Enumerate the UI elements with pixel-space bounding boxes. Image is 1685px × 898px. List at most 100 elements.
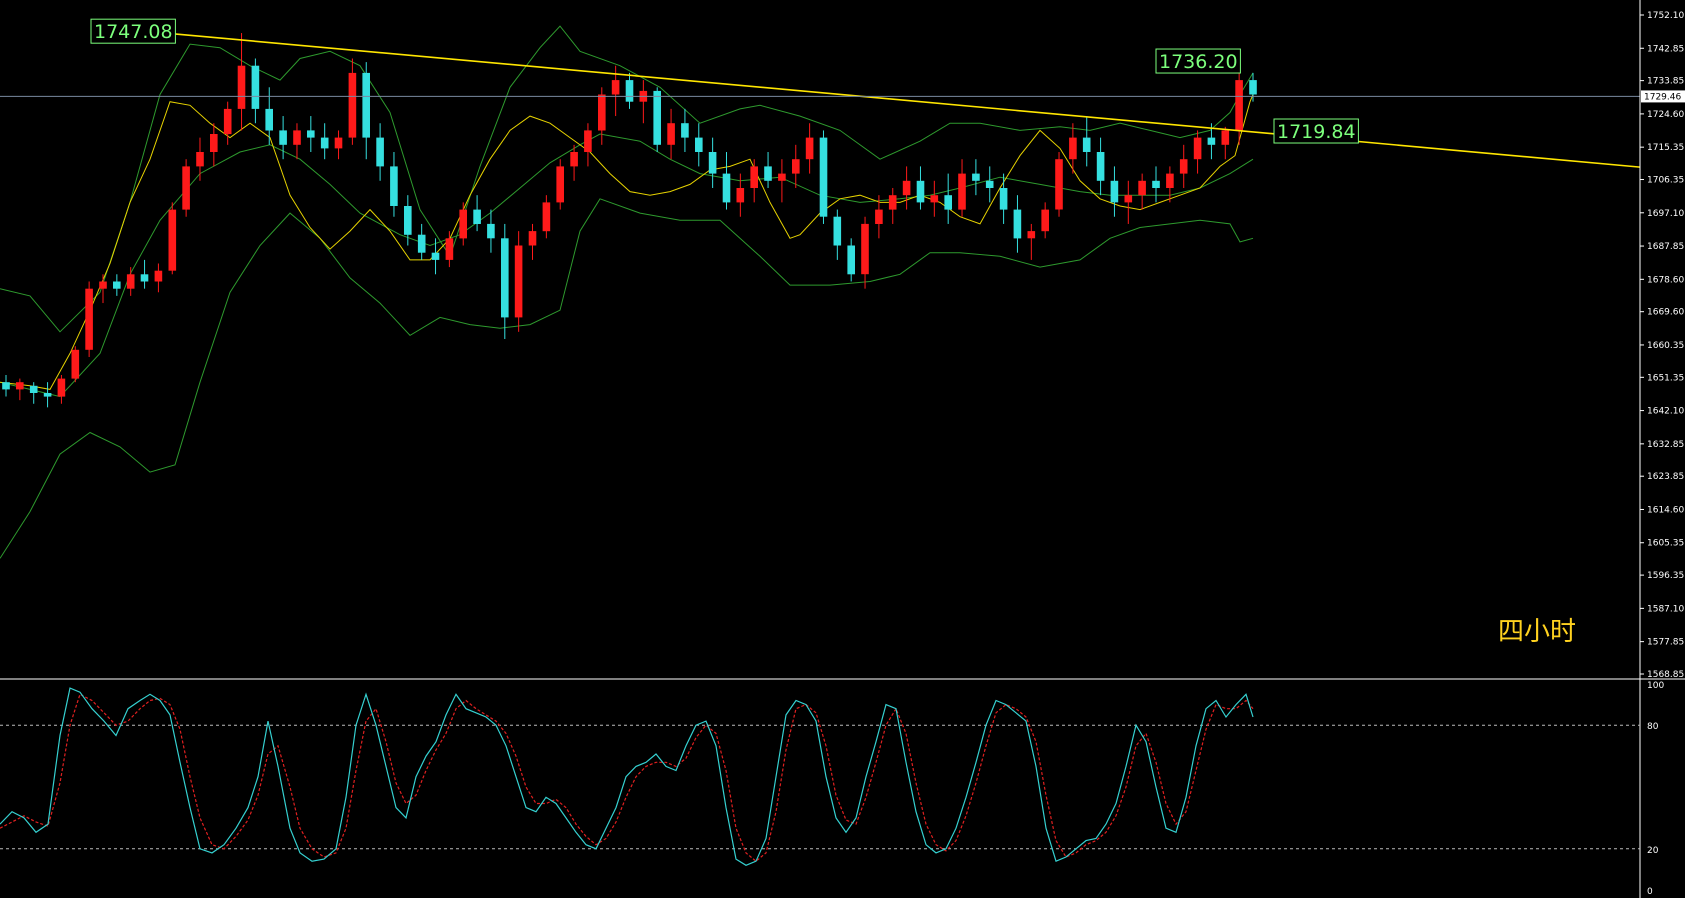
price-tick-label: 1642.10 [1647, 407, 1684, 417]
trendline-price-label: 1719.84 [1277, 121, 1356, 143]
candle-body [473, 209, 481, 224]
candle-body [1138, 180, 1146, 196]
current-price-label: 1729.46 [1644, 92, 1681, 102]
stochastic-oscillator: 100 80 20 0 [0, 681, 1664, 897]
candle-body [1110, 180, 1119, 203]
candle-body [1013, 209, 1022, 239]
stoch-axis-label: 20 [1647, 846, 1659, 856]
bollinger-middle [0, 133, 1254, 398]
candle-body [584, 130, 592, 152]
candle-body [417, 234, 426, 253]
candle-body [279, 130, 287, 145]
candle-body [999, 188, 1008, 210]
current-price-box [1641, 90, 1685, 103]
candle-body [902, 180, 911, 196]
candle-body [43, 393, 52, 397]
candle-body [210, 134, 218, 152]
recent-high-price-label: 1736.20 [1159, 51, 1238, 73]
candle-body [182, 166, 190, 210]
candle-body [695, 137, 703, 152]
candle-body [875, 209, 883, 224]
candle-body [362, 72, 370, 138]
candle-body [1249, 80, 1257, 95]
stoch-k-line [0, 687, 1254, 866]
candle-body [611, 80, 620, 95]
trendline-price-label-box [1273, 118, 1359, 144]
candle-body [972, 173, 980, 181]
candle-body [334, 137, 343, 149]
price-tick-label: 1577.85 [1647, 638, 1684, 648]
candle-body [930, 195, 939, 203]
price-tick-label: 1715.35 [1647, 143, 1684, 153]
candle-body [2, 382, 10, 390]
stoch-axis-label: 100 [1647, 681, 1664, 691]
price-tick-label: 1605.35 [1647, 539, 1684, 549]
bollinger-lower [0, 198, 1254, 559]
candle-body [1179, 159, 1188, 174]
candle-body [1055, 159, 1063, 210]
candle-body [1041, 209, 1049, 232]
bollinger-bands [0, 25, 1254, 559]
price-tick-label: 1752.10 [1647, 11, 1684, 21]
candle-body [85, 288, 93, 350]
bollinger-upper [0, 25, 1254, 333]
candle-body [16, 382, 24, 390]
price-tick-label: 1724.60 [1647, 110, 1684, 120]
candle-body [29, 385, 38, 393]
candle-body [570, 152, 578, 167]
candle-body [888, 195, 897, 210]
candle-body [168, 209, 177, 271]
candle-body [667, 123, 675, 145]
candle-body [944, 195, 952, 210]
candle-body [223, 108, 232, 135]
price-tick-label: 1623.85 [1647, 472, 1684, 482]
stoch-d-line [0, 693, 1254, 862]
high-price-label: 1747.08 [94, 21, 173, 43]
candle-body [307, 130, 315, 138]
stoch-axis-label: 0 [1647, 887, 1653, 897]
candle-body [833, 216, 842, 246]
candle-body [1152, 180, 1160, 188]
candle-body [556, 166, 564, 203]
chart-labels: 1747.08 1736.20 1719.84 [90, 18, 1359, 144]
candle-body [445, 238, 454, 260]
price-tick-label: 1660.35 [1647, 341, 1684, 351]
candle-body [487, 223, 495, 239]
candle-body [1166, 173, 1174, 188]
candle-body [1235, 80, 1243, 131]
price-tick-label: 1614.60 [1647, 505, 1684, 515]
candle-body [431, 252, 440, 260]
candle-body [237, 65, 246, 109]
price-tick-label: 1706.35 [1647, 176, 1684, 186]
candle-body [514, 245, 523, 318]
price-tick-label: 1632.85 [1647, 440, 1684, 450]
candle-body [1207, 137, 1216, 145]
candle-body [542, 202, 551, 232]
price-tick-label: 1733.85 [1647, 77, 1684, 87]
candle-body [265, 108, 273, 131]
price-tick-label: 1587.10 [1647, 604, 1684, 614]
high-price-label-box [90, 18, 176, 44]
stoch-axis-label: 80 [1647, 722, 1659, 732]
candle-body [1124, 195, 1133, 203]
candlesticks [2, 33, 1257, 408]
price-tick-label: 1697.10 [1647, 209, 1684, 219]
candle-body [501, 238, 509, 318]
candle-body [805, 137, 814, 160]
candle-body [1069, 137, 1077, 160]
candle-body [320, 137, 329, 149]
candle-body [1193, 137, 1202, 160]
moving-average [0, 94, 1254, 390]
candle-body [113, 281, 121, 289]
price-tick-label: 1742.85 [1647, 44, 1684, 54]
candle-body [1082, 137, 1091, 152]
recent-high-price-label-box [1155, 48, 1241, 74]
price-tick-label: 1669.60 [1647, 308, 1684, 318]
candle-body [736, 188, 745, 203]
candle-body [861, 223, 869, 275]
candle-body [708, 152, 717, 174]
candle-body [598, 94, 606, 131]
